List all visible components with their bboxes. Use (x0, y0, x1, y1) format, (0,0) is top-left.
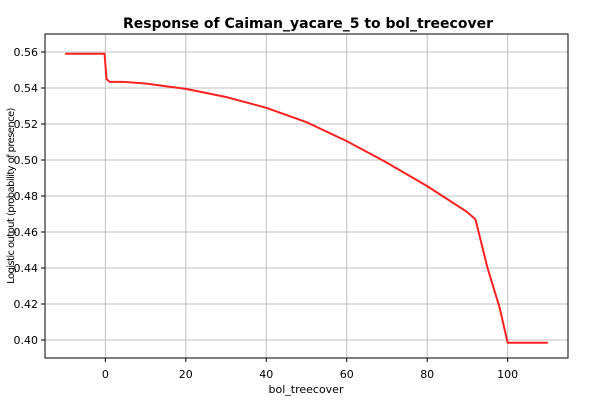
y-tick-label: 0.54 (14, 82, 39, 95)
x-axis: 0 20 40 60 80 100 (102, 358, 518, 381)
grid (45, 34, 568, 358)
chart-title: Response of Caiman_yacare_5 to bol_treec… (123, 16, 493, 32)
response-curve (65, 52, 548, 344)
y-axis-label: Logistic output (probability of presence… (6, 107, 17, 283)
x-tick-label: 40 (259, 368, 273, 381)
y-tick-label: 0.44 (14, 262, 39, 275)
y-tick-label: 0.40 (14, 334, 39, 347)
x-tick-label: 100 (497, 368, 518, 381)
y-tick-label: 0.42 (14, 298, 39, 311)
x-tick-label: 80 (420, 368, 434, 381)
x-tick-label: 60 (340, 368, 354, 381)
y-tick-label: 0.50 (14, 154, 39, 167)
y-axis: 0.40 0.42 0.44 0.46 0.48 0.50 0.52 0.54 0.56 (14, 46, 45, 347)
x-axis-label: bol_treecover (269, 383, 344, 396)
series-group (65, 52, 548, 344)
y-tick-label: 0.52 (14, 118, 39, 131)
y-tick-label: 0.48 (14, 190, 39, 203)
y-tick-label: 0.56 (14, 46, 39, 59)
y-tick-label: 0.46 (14, 226, 39, 239)
x-tick-label: 20 (179, 368, 193, 381)
x-tick-label: 0 (102, 368, 109, 381)
